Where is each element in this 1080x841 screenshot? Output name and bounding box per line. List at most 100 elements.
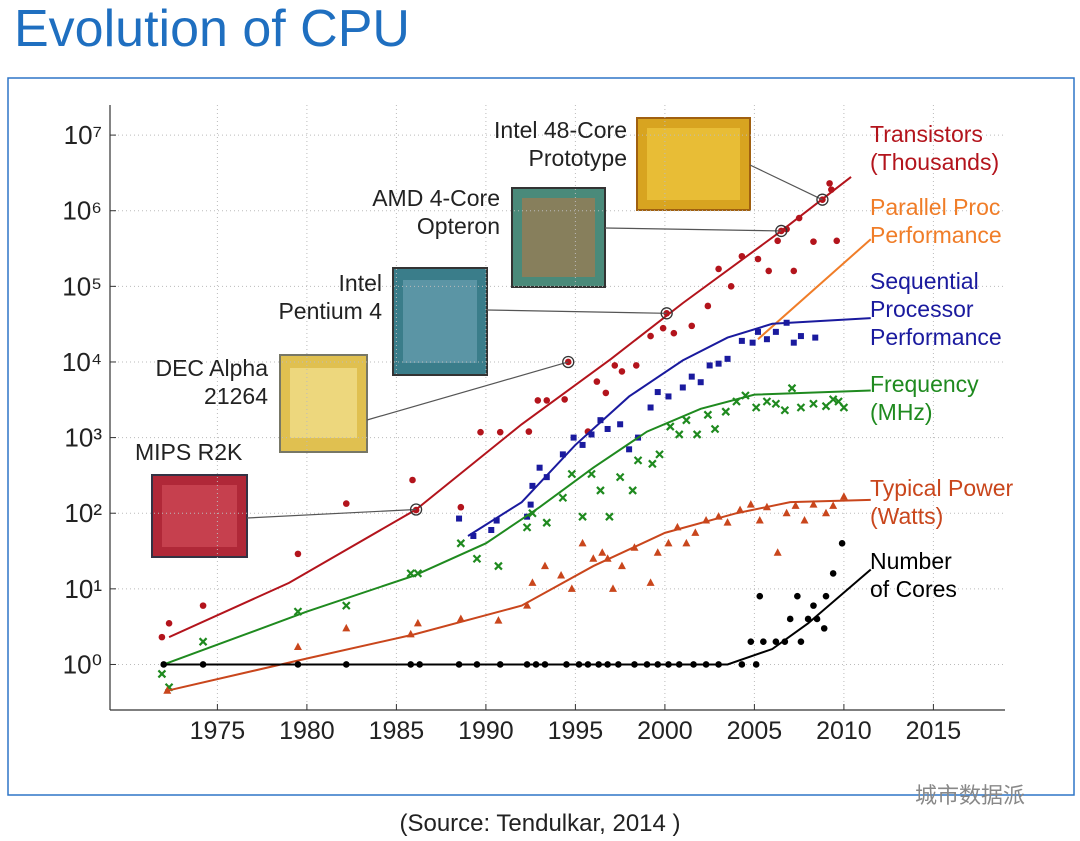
point xyxy=(595,661,602,668)
point xyxy=(679,384,686,391)
point xyxy=(763,336,770,343)
highlight-point xyxy=(816,193,829,206)
point xyxy=(536,464,543,471)
point xyxy=(754,328,761,335)
point xyxy=(794,592,801,600)
point xyxy=(494,561,503,571)
point xyxy=(790,339,797,346)
point xyxy=(774,237,781,245)
point xyxy=(665,661,672,668)
point xyxy=(558,493,568,503)
point xyxy=(692,430,702,439)
trend-line xyxy=(167,498,871,692)
point xyxy=(626,446,633,453)
point xyxy=(342,661,350,668)
point xyxy=(575,661,583,668)
point xyxy=(690,661,697,668)
point xyxy=(567,469,577,479)
slide-title: Evolution of CPU xyxy=(14,0,410,58)
point xyxy=(603,554,612,562)
y-tick-label: 10² xyxy=(64,498,102,528)
point xyxy=(158,633,166,641)
point xyxy=(525,428,533,435)
chip-images xyxy=(151,117,751,558)
highlight-point xyxy=(562,355,575,369)
point xyxy=(809,399,818,409)
trend-line xyxy=(163,568,872,666)
point xyxy=(529,482,536,489)
point xyxy=(472,554,482,564)
point xyxy=(715,265,722,273)
point xyxy=(578,512,587,521)
point xyxy=(664,538,673,547)
point xyxy=(293,642,302,651)
y-tick-label: 10⁰ xyxy=(63,649,102,679)
point xyxy=(688,322,696,330)
annotation-label: MIPS R2K xyxy=(135,439,243,465)
x-tick-label: 1975 xyxy=(190,717,246,745)
point xyxy=(809,500,818,508)
point xyxy=(160,661,167,668)
point xyxy=(633,456,643,465)
point xyxy=(736,505,745,514)
point xyxy=(765,267,773,275)
frame xyxy=(7,77,1075,796)
leader-line xyxy=(749,164,823,201)
point xyxy=(527,501,534,508)
point xyxy=(409,476,416,484)
annotation-label: AMD 4-Core Opteron xyxy=(372,185,500,239)
trend-line xyxy=(467,317,871,537)
point xyxy=(783,319,790,326)
point xyxy=(342,623,351,632)
point xyxy=(747,638,755,646)
point xyxy=(632,362,640,369)
y-tick-label: 10⁵ xyxy=(62,271,102,301)
point xyxy=(665,422,675,431)
point xyxy=(604,425,611,432)
point xyxy=(787,383,797,393)
point xyxy=(674,430,684,439)
point xyxy=(721,407,731,416)
point xyxy=(760,638,767,646)
point xyxy=(496,428,504,436)
point xyxy=(199,661,207,668)
point xyxy=(617,421,624,428)
point xyxy=(782,508,791,517)
point xyxy=(654,389,661,396)
point xyxy=(762,397,772,406)
point xyxy=(839,403,849,412)
point xyxy=(833,237,841,245)
point xyxy=(820,625,828,632)
point xyxy=(542,518,552,527)
point xyxy=(647,332,654,340)
point xyxy=(772,328,779,335)
point xyxy=(746,500,755,508)
y-tick-label: 10⁷ xyxy=(64,120,102,150)
point xyxy=(416,661,423,668)
point xyxy=(522,523,532,532)
point xyxy=(589,554,598,562)
point xyxy=(723,518,732,526)
point xyxy=(829,570,837,577)
point xyxy=(648,459,657,469)
point xyxy=(738,661,746,668)
point xyxy=(797,638,805,646)
point xyxy=(294,550,302,558)
point xyxy=(796,403,806,412)
point xyxy=(727,283,735,290)
point xyxy=(534,397,542,404)
point xyxy=(838,540,846,547)
point xyxy=(598,548,607,556)
point xyxy=(703,410,713,420)
point xyxy=(617,561,626,570)
leader-line xyxy=(246,508,417,519)
leader-line xyxy=(366,361,569,421)
watermark: 城市数据派 xyxy=(915,783,1026,808)
point xyxy=(561,396,568,403)
point xyxy=(810,602,817,609)
point xyxy=(523,661,531,668)
y-tick-label: 10⁴ xyxy=(62,347,102,377)
point xyxy=(457,503,465,511)
point xyxy=(163,686,172,694)
point xyxy=(751,403,761,412)
